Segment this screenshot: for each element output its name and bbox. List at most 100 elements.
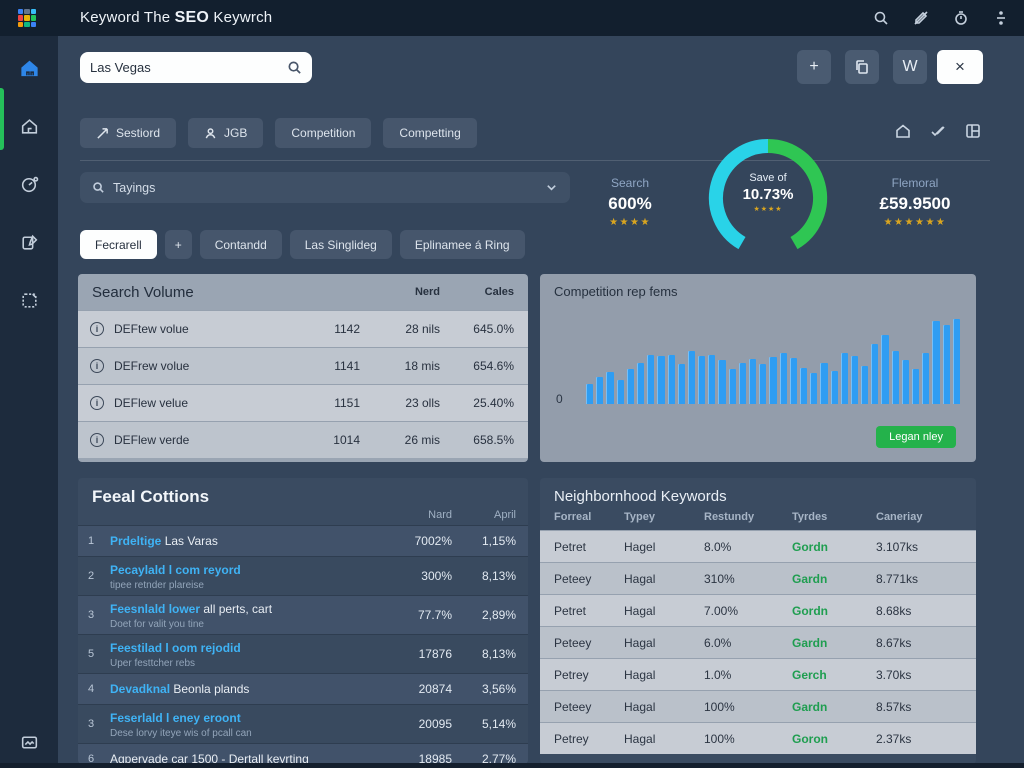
copy-icon: [856, 60, 868, 74]
table-row: i DEFtew volue 1142 28 nils 645.0%: [78, 310, 528, 347]
keyword-link[interactable]: Feestilad l oom rejodid: [110, 641, 241, 655]
keyword-cell: Petret: [554, 539, 587, 554]
edit-icon[interactable]: [912, 9, 930, 27]
keyword-text: Beonla plands: [170, 682, 250, 696]
keyword-link[interactable]: Feesnlald lower: [110, 602, 201, 616]
pct-cell: 2,77%: [481, 752, 516, 764]
chart-bar: [677, 363, 685, 404]
dropdown-value: Tayings: [113, 180, 156, 195]
chart-bar: [606, 371, 614, 404]
chart-bar: [942, 324, 950, 404]
filter-jgb[interactable]: JGB: [188, 118, 264, 148]
chart-bar: [728, 368, 736, 404]
pct-cell: 645.0%: [473, 322, 514, 336]
check-icon[interactable]: [929, 122, 947, 140]
chart-bar: [647, 354, 655, 404]
more-icon[interactable]: [992, 9, 1010, 27]
history-clock-icon[interactable]: [17, 172, 41, 196]
chart-bar: [657, 356, 665, 404]
chart-bar: [616, 379, 624, 404]
add-button[interactable]: +: [797, 50, 831, 84]
list-item[interactable]: 1 Prdeltige Las Varas 7002% 1,15%: [78, 525, 528, 556]
row-subtitle: tipee retnder plareise: [110, 580, 204, 591]
info-icon[interactable]: i: [90, 433, 104, 447]
chart-bar: [861, 366, 869, 404]
timer-icon[interactable]: [952, 9, 970, 27]
value-cell: 20095: [418, 717, 452, 731]
dashboard-home-icon[interactable]: [17, 114, 41, 138]
legan-nley-button[interactable]: Legan nley: [876, 426, 956, 448]
report-document-icon[interactable]: [17, 230, 41, 254]
chart-bar: [759, 364, 767, 404]
chart-bar: [850, 356, 859, 404]
home-view-icon[interactable]: [894, 122, 912, 140]
row-number: 6: [88, 753, 95, 764]
keyword-text: Agpervade car 1500 - Dertall keyrting: [110, 752, 309, 764]
value-cell: 8.68ks: [876, 603, 912, 618]
search-icon[interactable]: [287, 60, 302, 75]
keyword-text: all perts, cart: [200, 602, 273, 616]
app-logo[interactable]: [18, 9, 36, 27]
filter-competition[interactable]: Competition: [275, 118, 372, 148]
table-row: i DEFrew volue 1141 18 mis 654.6%: [78, 347, 528, 384]
media-card-icon[interactable]: [17, 730, 41, 754]
sidebar: [0, 36, 58, 768]
tab-add[interactable]: +: [164, 230, 192, 259]
table-view-icon[interactable]: [964, 122, 982, 140]
list-item[interactable]: 3 Feesnlald lower all perts, cart Doet for…: [78, 595, 528, 634]
copy-button[interactable]: [845, 50, 879, 84]
tab-las-singlideg[interactable]: Las Singlideg: [289, 230, 392, 259]
keyword-link[interactable]: Devadknal: [110, 682, 171, 696]
chart-bar: [687, 350, 696, 404]
info-icon[interactable]: i: [90, 396, 104, 410]
search-icon[interactable]: [872, 9, 890, 27]
filter-competting[interactable]: Competting: [383, 118, 477, 148]
filter-sestiord[interactable]: Sestiord: [80, 118, 177, 148]
pct-cell: 6.0%: [704, 635, 732, 650]
keyword-cell: Peteey: [554, 699, 592, 714]
keyword-name: DEFlew verde: [114, 433, 190, 447]
list-item[interactable]: 4 Devadknal Beonla plands 20874 3,56%: [78, 673, 528, 704]
keyword-link[interactable]: Prdeltige: [110, 534, 162, 548]
column-header: Cales: [484, 286, 514, 298]
panel-title: Search Volume: [92, 283, 194, 301]
divider: [80, 160, 990, 161]
list-item[interactable]: 3 Feserlald l eney eroont Dese lorvy iteye…: [78, 704, 528, 743]
home-icon[interactable]: [17, 56, 41, 80]
keyword-cell: Petret: [554, 603, 587, 618]
status-cell: Gardn: [792, 699, 828, 714]
bottom-strip: [0, 763, 1024, 768]
rating-stars: ★★★★: [609, 217, 651, 228]
chart-bar: [840, 352, 848, 404]
list-item[interactable]: 6 Agpervade car 1500 - Dertall keyrting 18…: [78, 743, 528, 764]
type-cell: Hagel: [624, 539, 656, 554]
keyword-link[interactable]: Pecaylald l com reyord: [110, 563, 241, 577]
tab-eplinamee[interactable]: Eplinamee á Ring: [399, 230, 525, 259]
value-cell: 8.67ks: [876, 635, 912, 650]
tab-fecrarell[interactable]: Fecrarell: [80, 230, 157, 259]
chart-bar: [912, 368, 920, 404]
w-button[interactable]: W: [893, 50, 927, 84]
pct-cell: 310%: [704, 571, 735, 586]
list-item[interactable]: 2 Pecaylald l com reyord tipee retnder pla…: [78, 556, 528, 595]
table-row: i DEFlew verde 1014 26 mis 658.5%: [78, 421, 528, 458]
apps-grid-icon[interactable]: [17, 288, 41, 312]
chart-bar: [626, 368, 634, 404]
close-button[interactable]: ×: [937, 50, 983, 84]
value-cell: 1142: [334, 322, 360, 336]
value-cell: 20874: [418, 682, 452, 696]
table-row: Petrey Hagal 1.0% Gerch 3.70ks: [540, 658, 976, 690]
value-cell: 1014: [333, 433, 360, 447]
value-cell: 8.57ks: [876, 699, 912, 714]
tab-contandd[interactable]: Contandd: [199, 230, 282, 259]
keyword-dropdown[interactable]: Tayings: [80, 172, 570, 203]
chart-bar: [830, 370, 838, 404]
list-item[interactable]: 5 Feestilad l oom rejodid Uper festtcher r…: [78, 634, 528, 673]
keyword-search-input[interactable]: [90, 60, 287, 75]
rating-stars: ★★★★★★: [883, 217, 947, 228]
keyword-link[interactable]: Feserlald l eney eroont: [110, 711, 241, 725]
info-icon[interactable]: i: [90, 359, 104, 373]
keyword-name: DEFtew volue: [114, 322, 189, 336]
chart-bar: [789, 358, 797, 404]
info-icon[interactable]: i: [90, 322, 104, 336]
